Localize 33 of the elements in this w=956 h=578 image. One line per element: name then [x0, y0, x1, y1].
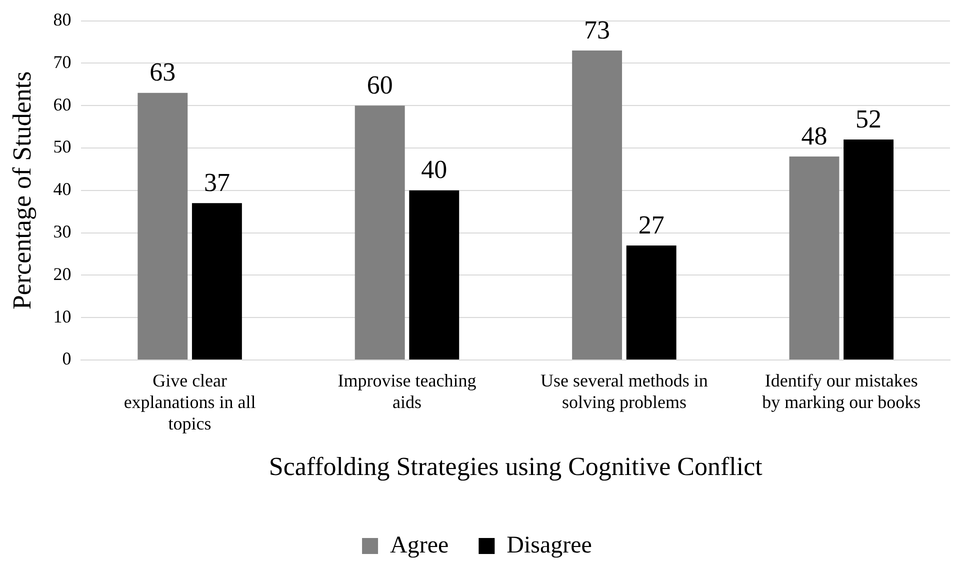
y-tick-label: 40: [53, 179, 72, 200]
y-tick-label: 30: [53, 222, 72, 242]
data-label: 40: [421, 155, 448, 184]
data-label: 63: [150, 58, 176, 87]
bar: [138, 92, 188, 360]
y-tick-label: 50: [53, 136, 72, 157]
x-axis-title: Scaffolding Strategies using Cognitive Conflict: [268, 452, 764, 482]
data-label: 48: [801, 121, 828, 150]
y-tick-label: 60: [53, 94, 72, 114]
y-tick-label: 10: [53, 306, 72, 326]
y-tick-label: 0: [62, 348, 72, 369]
bar: [626, 246, 676, 360]
bar: [409, 190, 460, 360]
legend-label: Disagree: [506, 532, 592, 558]
y-tick-label: 80: [53, 10, 72, 30]
data-label: 27: [638, 210, 664, 240]
y-axis-title: Percentage of Students: [7, 71, 36, 310]
x-tick-label: Improvise teaching aids: [338, 370, 476, 412]
bar: [789, 156, 840, 360]
y-tick-label: 20: [53, 264, 72, 284]
x-tick-label: Identify our mistakes by marking our books: [762, 370, 921, 412]
bar: [572, 50, 622, 360]
legend-label: Agree: [390, 532, 449, 558]
x-tick-label: Use several methods in solving problems: [540, 370, 708, 412]
x-tick-label: Give clear explanations in all topics: [124, 370, 256, 434]
bar: [192, 203, 242, 360]
data-label: 73: [584, 15, 610, 44]
bar: [844, 140, 894, 360]
data-label: 60: [366, 70, 393, 100]
y-tick-label: 70: [53, 52, 72, 72]
data-label: 52: [856, 104, 882, 134]
data-label: 37: [204, 168, 230, 197]
bar: [354, 106, 405, 360]
